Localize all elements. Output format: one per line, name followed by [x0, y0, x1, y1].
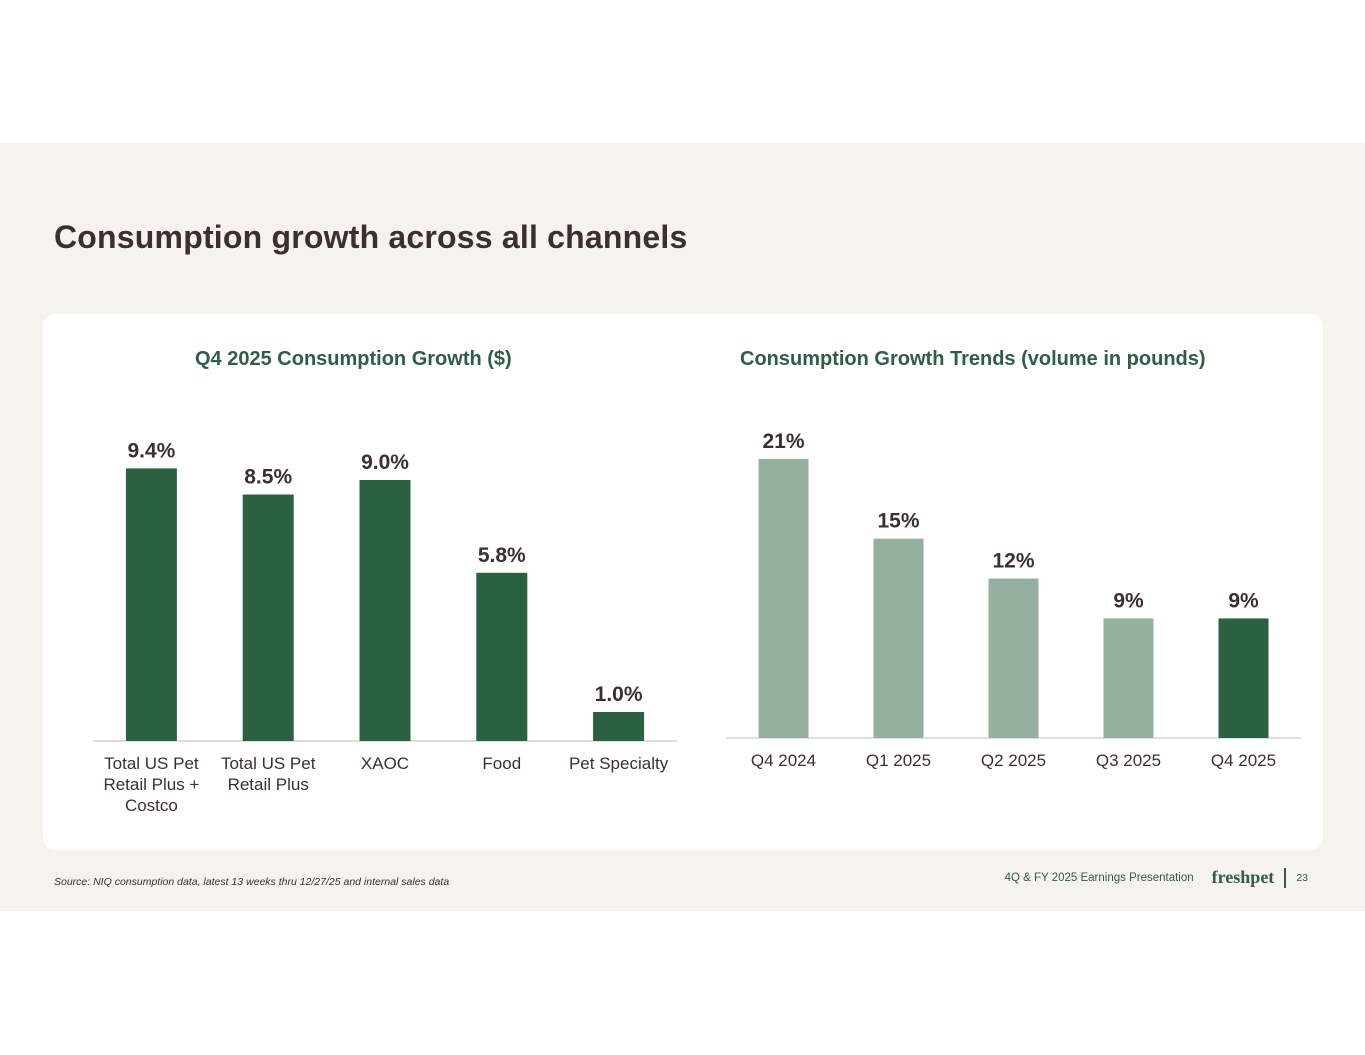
channel-tick-label-4-line-1: Food: [482, 754, 521, 773]
volume-trend-chart: 21% Q4 2024 15% Q1 2025 12% Q2 2025 9% Q3 2025 9…: [726, 430, 1301, 770]
quarter-tick-label-2-line-1: Q1 2025: [866, 751, 931, 770]
channel-data-label-3: 9.0%: [361, 451, 409, 474]
channel-data-label-1: 9.4%: [127, 439, 175, 462]
channel-tick-label-2-line-2: Retail Plus: [228, 775, 309, 794]
quarter-data-label-2: 15%: [877, 510, 919, 533]
quarter-bar-2: [873, 538, 924, 738]
chart-title-trends: Consumption Growth Trends (volume in pou…: [740, 348, 1206, 370]
quarter-data-label-1: 21%: [762, 430, 804, 453]
quarter-tick-label-5-line-1: Q4 2025: [1211, 751, 1276, 770]
channel-tick-label-1-line-2: Retail Plus +: [103, 775, 199, 794]
channel-bar-5: [593, 712, 645, 741]
channel-tick-label-1-line-3: Costco: [125, 796, 178, 815]
channel-tick-label-5-line-1: Pet Specialty: [569, 754, 669, 773]
charts-card: Q4 2025 Consumption Growth ($) Consumpti…: [43, 314, 1323, 850]
channel-data-label-5: 1.0%: [595, 683, 643, 706]
channel-bar-4: [476, 572, 528, 741]
presentation-title: 4Q & FY 2025 Earnings Presentation: [1004, 871, 1194, 884]
logo-divider: [1284, 867, 1287, 888]
source-note: Source: NIQ consumption data, latest 13 …: [54, 876, 450, 888]
quarter-bar-4: [1103, 618, 1154, 738]
footer: 4Q & FY 2025 Earnings Presentation fresh…: [1005, 867, 1308, 888]
channel-tick-label-3-line-1: XAOC: [361, 754, 409, 773]
channel-data-label-4: 5.8%: [478, 544, 526, 567]
freshpet-logo: freshpet: [1211, 867, 1275, 887]
quarter-tick-label-4-line-1: Q3 2025: [1096, 751, 1161, 770]
channel-bar-1: [125, 468, 177, 741]
quarter-data-label-5: 9%: [1228, 589, 1259, 612]
quarter-tick-label-1-line-1: Q4 2024: [751, 751, 816, 770]
channel-bar-3: [359, 480, 411, 741]
quarter-bar-3: [988, 578, 1039, 738]
quarter-tick-label-3-line-1: Q2 2025: [981, 751, 1046, 770]
channel-growth-chart: 9.4% Total US Pet Retail Plus + Costco 8.5% T…: [93, 439, 677, 815]
quarter-bar-5: [1218, 618, 1269, 738]
channel-tick-label-1-line-1: Total US Pet: [104, 754, 199, 773]
quarter-data-label-3: 12%: [992, 550, 1034, 573]
channel-bar-2: [242, 494, 294, 741]
page-number: 23: [1296, 871, 1308, 884]
channel-tick-label-2-line-1: Total US Pet: [221, 754, 316, 773]
channel-data-label-2: 8.5%: [244, 466, 292, 489]
quarter-bar-1: [758, 458, 809, 738]
quarter-data-label-4: 9%: [1113, 589, 1144, 612]
chart-title-channels: Q4 2025 Consumption Growth ($): [195, 348, 512, 370]
slide-title: Consumption growth across all channels: [54, 219, 688, 255]
slide: Consumption growth across all channels Q…: [0, 143, 1365, 911]
